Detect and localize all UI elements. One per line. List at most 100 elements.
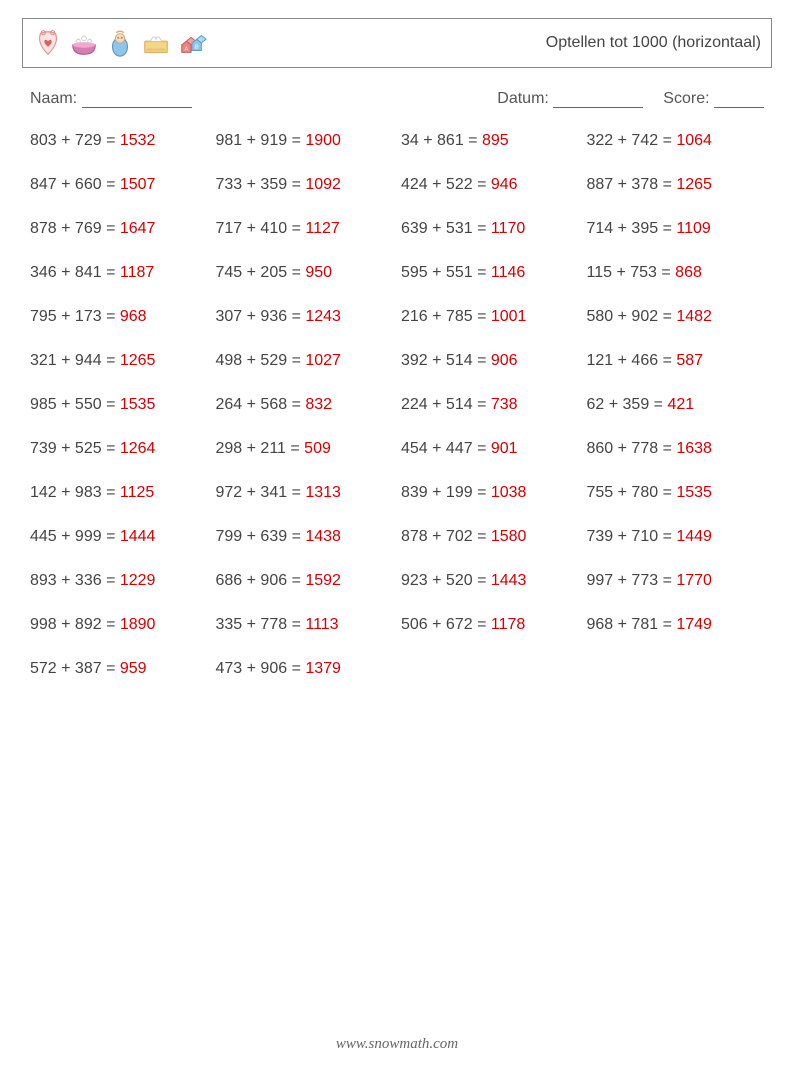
problem-expression: 860 + 778 =: [587, 440, 677, 457]
problem: 322 + 742 = 1064: [587, 132, 765, 150]
name-field: Naam:: [30, 90, 497, 108]
problem-expression: 639 + 531 =: [401, 220, 491, 237]
problem: 307 + 936 = 1243: [216, 308, 394, 326]
problem: 923 + 520 = 1443: [401, 572, 579, 590]
problem-expression: 307 + 936 =: [216, 308, 306, 325]
problem-expression: 392 + 514 =: [401, 352, 491, 369]
problem: 803 + 729 = 1532: [30, 132, 208, 150]
score-blank: [714, 93, 764, 108]
problem-expression: 335 + 778 =: [216, 616, 306, 633]
problem-expression: 968 + 781 =: [587, 616, 677, 633]
header-icons: A B: [33, 28, 207, 58]
problem-expression: 445 + 999 =: [30, 528, 120, 545]
meta-row: Naam: Datum: Score:: [30, 90, 764, 108]
problem: 733 + 359 = 1092: [216, 176, 394, 194]
problem: 887 + 378 = 1265: [587, 176, 765, 194]
problem-expression: 686 + 906 =: [216, 572, 306, 589]
problem-expression: 572 + 387 =: [30, 660, 120, 677]
problem: 392 + 514 = 906: [401, 352, 579, 370]
problem-expression: 887 + 378 =: [587, 176, 677, 193]
problem-expression: 985 + 550 =: [30, 396, 120, 413]
problem-expression: 298 + 211 =: [216, 440, 305, 457]
problem: 686 + 906 = 1592: [216, 572, 394, 590]
problem: 981 + 919 = 1900: [216, 132, 394, 150]
problem: 739 + 525 = 1264: [30, 440, 208, 458]
problem-expression: 893 + 336 =: [30, 572, 120, 589]
problem-expression: 473 + 906 =: [216, 660, 306, 677]
problem: 115 + 753 = 868: [587, 264, 765, 282]
problem: 298 + 211 = 509: [216, 440, 394, 458]
problem-expression: 62 + 359 =: [587, 396, 668, 413]
problem-answer: 832: [305, 396, 332, 413]
problem-answer: 1449: [676, 528, 712, 545]
problem-answer: 1482: [676, 308, 712, 325]
problem-answer: 509: [304, 440, 331, 457]
problem-answer: 1749: [676, 616, 712, 633]
problem-expression: 923 + 520 =: [401, 572, 491, 589]
problem-answer: 901: [491, 440, 518, 457]
problem-expression: 506 + 672 =: [401, 616, 491, 633]
problem-answer: 421: [667, 396, 694, 413]
problem: 498 + 529 = 1027: [216, 352, 394, 370]
problem: 878 + 702 = 1580: [401, 528, 579, 546]
problem: 893 + 336 = 1229: [30, 572, 208, 590]
problem: 580 + 902 = 1482: [587, 308, 765, 326]
problem: 972 + 341 = 1313: [216, 484, 394, 502]
problem: 346 + 841 = 1187: [30, 264, 208, 282]
problem-answer: 895: [482, 132, 509, 149]
problem-expression: 733 + 359 =: [216, 176, 306, 193]
baby-icon: [105, 28, 135, 58]
problem: 121 + 466 = 587: [587, 352, 765, 370]
date-label: Datum:: [497, 90, 549, 107]
problem-expression: 878 + 769 =: [30, 220, 120, 237]
problem-expression: 714 + 395 =: [587, 220, 677, 237]
name-label: Naam:: [30, 90, 77, 107]
problem-expression: 34 + 861 =: [401, 132, 482, 149]
problem: 506 + 672 = 1178: [401, 616, 579, 634]
problem: 739 + 710 = 1449: [587, 528, 765, 546]
problem: 34 + 861 = 895: [401, 132, 579, 150]
problem: 264 + 568 = 832: [216, 396, 394, 414]
problem-expression: 346 + 841 =: [30, 264, 120, 281]
problem-answer: 1187: [120, 264, 154, 281]
problem-expression: 322 + 742 =: [587, 132, 677, 149]
problem-answer: 1444: [120, 528, 156, 545]
problem: 799 + 639 = 1438: [216, 528, 394, 546]
problem-expression: 224 + 514 =: [401, 396, 491, 413]
problem: 839 + 199 = 1038: [401, 484, 579, 502]
problem-answer: 1535: [120, 396, 156, 413]
problem-expression: 755 + 780 =: [587, 484, 677, 501]
score-field: Score:: [663, 90, 764, 108]
problem-expression: 981 + 919 =: [216, 132, 306, 149]
problem-answer: 1770: [676, 572, 712, 589]
problem-answer: 968: [120, 308, 147, 325]
problem-answer: 1092: [305, 176, 341, 193]
problem-answer: 1580: [491, 528, 527, 545]
problem: 454 + 447 = 901: [401, 440, 579, 458]
problem-expression: 115 + 753 =: [587, 264, 676, 281]
problem-expression: 424 + 522 =: [401, 176, 491, 193]
svg-text:A: A: [185, 47, 189, 53]
problem-expression: 847 + 660 =: [30, 176, 120, 193]
problem-expression: 121 + 466 =: [587, 352, 677, 369]
problem-answer: 1170: [491, 220, 525, 237]
problem-answer: 1229: [120, 572, 156, 589]
problem-expression: 454 + 447 =: [401, 440, 491, 457]
problem-expression: 717 + 410 =: [216, 220, 306, 237]
problem: 224 + 514 = 738: [401, 396, 579, 414]
problem-answer: 1127: [305, 220, 339, 237]
problem: 717 + 410 = 1127: [216, 220, 394, 238]
problem: 639 + 531 = 1170: [401, 220, 579, 238]
problem-answer: 1647: [120, 220, 156, 237]
problem: 216 + 785 = 1001: [401, 308, 579, 326]
problem: 424 + 522 = 946: [401, 176, 579, 194]
problem-answer: 1638: [676, 440, 712, 457]
problem: 142 + 983 = 1125: [30, 484, 208, 502]
problems-grid: 803 + 729 = 1532 981 + 919 = 1900 34 + 861…: [30, 132, 764, 678]
problem-expression: 498 + 529 =: [216, 352, 306, 369]
tissue-box-icon: [141, 28, 171, 58]
worksheet-title: Optellen tot 1000 (horizontaal): [546, 34, 761, 52]
problem-expression: 795 + 173 =: [30, 308, 120, 325]
problem-answer: 1113: [305, 616, 338, 633]
problem: 714 + 395 = 1109: [587, 220, 765, 238]
